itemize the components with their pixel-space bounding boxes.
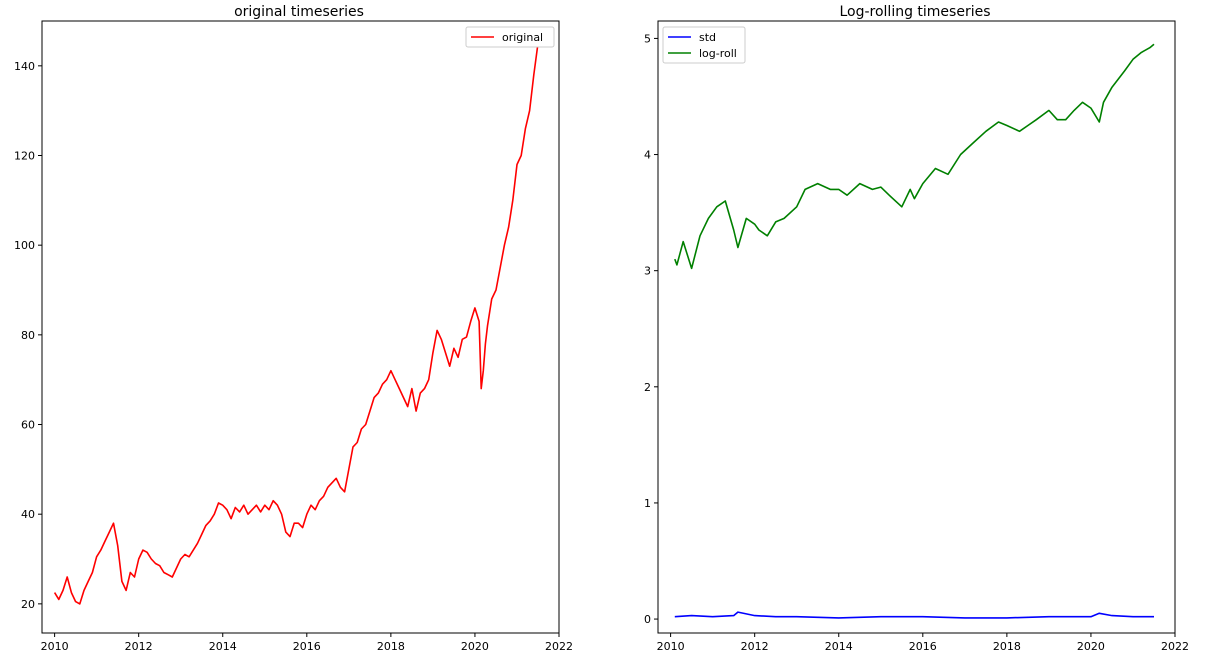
x-tick-label: 2012 bbox=[125, 640, 153, 653]
y-tick-label: 100 bbox=[14, 239, 35, 252]
chart-log-rolling-timeseries: Log-rolling timeseries 2010 2012 2014 2016 2… bbox=[644, 4, 1189, 653]
y-tick-label: 3 bbox=[644, 265, 651, 278]
legend: std log-roll bbox=[662, 26, 746, 64]
plot-frame bbox=[41, 20, 560, 634]
x-tick-label: 2020 bbox=[461, 640, 489, 653]
y-tick-label: 5 bbox=[644, 32, 651, 45]
legend-label-original: original bbox=[502, 31, 543, 44]
y-tick-label: 60 bbox=[21, 419, 35, 432]
series-line-log-roll bbox=[674, 43, 1155, 270]
legend-box bbox=[465, 26, 555, 48]
y-tick-label: 1 bbox=[644, 497, 651, 510]
x-tick-label: 2022 bbox=[545, 640, 573, 653]
ticks-layer: 2010 2012 2014 2016 2018 2020 2022 0 1 2 3 4 5 bbox=[644, 32, 1189, 653]
y-tick-label: 140 bbox=[14, 60, 35, 73]
legend-label-log-roll: log-roll bbox=[699, 47, 737, 60]
x-tick-label: 2016 bbox=[909, 640, 937, 653]
y-tick-label: 4 bbox=[644, 149, 651, 162]
legend-label-std: std bbox=[699, 31, 716, 44]
legend: original bbox=[465, 26, 555, 48]
y-tick-label: 20 bbox=[21, 598, 35, 611]
chart-title: Log-rolling timeseries bbox=[839, 4, 990, 20]
plot-layer bbox=[674, 43, 1155, 619]
x-tick-label: 2018 bbox=[993, 640, 1021, 653]
chart-title: original timeseries bbox=[234, 4, 364, 20]
x-tick-label: 2014 bbox=[825, 640, 853, 653]
x-tick-label: 2016 bbox=[293, 640, 321, 653]
series-line-original bbox=[53, 43, 539, 605]
x-tick-label: 2018 bbox=[377, 640, 405, 653]
x-tick-label: 2022 bbox=[1161, 640, 1189, 653]
plot-frame bbox=[657, 20, 1176, 634]
y-tick-label: 80 bbox=[21, 329, 35, 342]
y-tick-label: 120 bbox=[14, 150, 35, 163]
y-tick-label: 0 bbox=[644, 613, 651, 626]
x-tick-label: 2014 bbox=[209, 640, 237, 653]
x-tick-label: 2012 bbox=[741, 640, 769, 653]
legend-box bbox=[662, 26, 746, 64]
series-line-std bbox=[674, 611, 1154, 619]
ticks-layer: 2010 2012 2014 2016 2018 2020 2022 20 40 60 80 100 1… bbox=[14, 60, 573, 653]
y-tick-label: 2 bbox=[644, 381, 651, 394]
x-tick-label: 2010 bbox=[657, 640, 685, 653]
y-tick-label: 40 bbox=[21, 508, 35, 521]
x-tick-label: 2010 bbox=[41, 640, 69, 653]
plot-layer bbox=[53, 43, 539, 605]
x-tick-label: 2020 bbox=[1077, 640, 1105, 653]
chart-original-timeseries: original timeseries 2010 2012 2014 2016 2018… bbox=[14, 4, 573, 653]
